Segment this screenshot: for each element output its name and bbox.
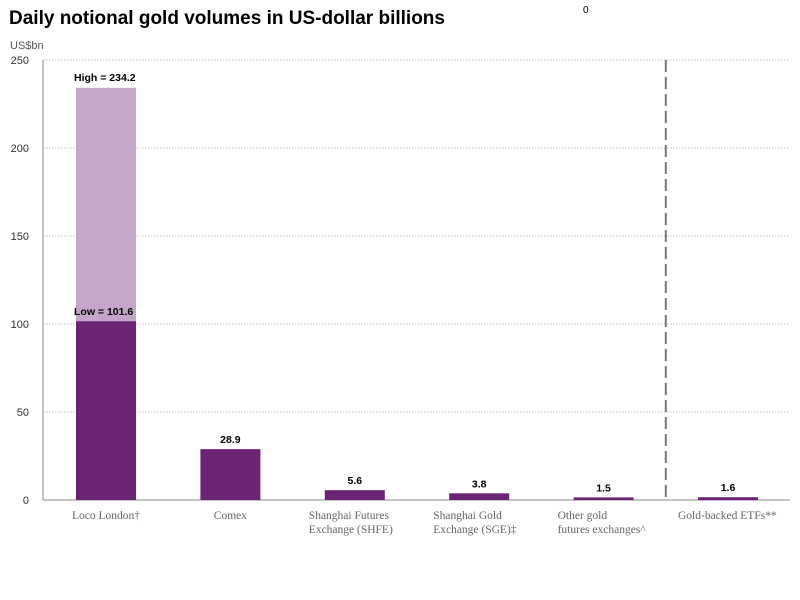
bar-0 bbox=[76, 321, 136, 500]
x-tick-label: Shanghai Gold bbox=[433, 510, 502, 522]
y-tick-label: 100 bbox=[11, 319, 29, 331]
bar-high-0 bbox=[76, 87, 136, 322]
x-tick-label: Exchange (SHFE) bbox=[309, 524, 393, 536]
x-tick-label: Gold-backed ETFs** bbox=[678, 510, 777, 522]
y-axis-unit-label: US$bn bbox=[10, 40, 44, 52]
bar-5 bbox=[698, 497, 758, 500]
plot-area: 0 50 100 150 200 250 High = 234.2 Low = 101.6 Lo… bbox=[11, 55, 790, 536]
x-tick-label: Loco London† bbox=[72, 510, 140, 522]
y-tick-label: 250 bbox=[11, 55, 29, 67]
bar-2 bbox=[324, 490, 385, 500]
data-label-3: 3.8 bbox=[472, 478, 487, 490]
data-label-0: Low = 101.6 bbox=[74, 306, 133, 318]
bar-3 bbox=[449, 493, 510, 500]
data-label-2: 5.6 bbox=[347, 475, 362, 487]
data-label-5: 1.6 bbox=[721, 482, 736, 494]
y-tick-label: 150 bbox=[11, 231, 29, 243]
data-label-4: 1.5 bbox=[596, 482, 611, 494]
y-tick-label: 0 bbox=[23, 495, 29, 507]
x-tick-label: Comex bbox=[214, 510, 247, 522]
chart-title: Daily notional gold volumes in US-dollar… bbox=[9, 8, 445, 29]
bar-4 bbox=[573, 497, 634, 500]
bar-1 bbox=[200, 449, 261, 500]
y-tick-label: 50 bbox=[17, 407, 29, 419]
x-tick-label: Shanghai Futures bbox=[309, 510, 390, 522]
x-tick-label: futures exchanges^ bbox=[558, 524, 647, 536]
data-label-high: High = 234.2 bbox=[74, 72, 136, 84]
x-tick-label: Other gold bbox=[558, 510, 608, 522]
y-tick-label: 200 bbox=[11, 143, 29, 155]
page-number: 0 bbox=[583, 5, 589, 16]
data-label-1: 28.9 bbox=[220, 434, 241, 446]
x-tick-label: Exchange (SGE)‡ bbox=[433, 524, 517, 536]
